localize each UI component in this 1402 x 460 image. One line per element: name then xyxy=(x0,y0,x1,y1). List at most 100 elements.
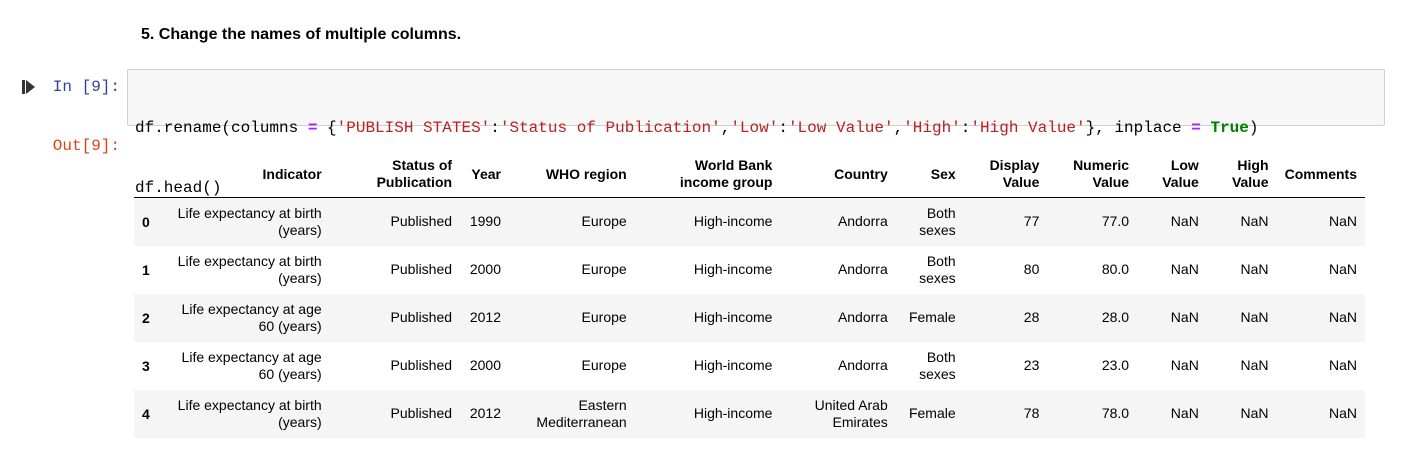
section-heading: 5. Change the names of multiple columns. xyxy=(141,26,462,43)
code-token: 'PUBLISH STATES' xyxy=(336,119,491,137)
cell-indicator: Life expectancy at birth (years) xyxy=(177,204,322,238)
code-token: : xyxy=(778,119,788,137)
code-token: , xyxy=(893,119,904,137)
cell-low-value: NaN xyxy=(1170,213,1199,230)
code-token: 'High' xyxy=(903,119,961,137)
output-prompt: Out[9]: xyxy=(52,137,120,155)
column-header-country: Country xyxy=(780,151,896,198)
cell-year: 1990 xyxy=(469,213,502,230)
column-header-world-bank-income-group: World Bank income group xyxy=(634,151,781,198)
cell-comments: NaN xyxy=(1328,213,1357,230)
cell-year: 2000 xyxy=(469,357,502,373)
cell-sex: Female xyxy=(908,309,956,325)
row-index: 4 xyxy=(142,405,150,422)
table-row: 0 Life expectancy at birth (years) Publi… xyxy=(134,197,1365,246)
column-header-sex: Sex xyxy=(895,151,964,198)
code-token: 'High Value' xyxy=(970,119,1086,137)
table-row: 3 Life expectancy at age 60 (years) Publ… xyxy=(134,342,1365,390)
table-row: 1 Life expectancy at birth (years) Publi… xyxy=(134,246,1365,294)
run-step-icon[interactable] xyxy=(22,79,36,95)
cell-low-value: NaN xyxy=(1170,261,1199,277)
code-token: , xyxy=(720,119,731,137)
cell-numeric-value: 28.0 xyxy=(1101,309,1130,325)
dataframe-output-table: Indicator Status of Publication Year WHO… xyxy=(134,151,1365,438)
cell-income-group: High-income xyxy=(693,357,773,373)
cell-year: 2012 xyxy=(469,405,502,421)
column-header-indicator: Indicator xyxy=(163,151,330,198)
cell-status-of-publication: Published xyxy=(390,213,453,230)
code-token: 'Low' xyxy=(730,119,779,137)
cell-indicator: Life expectancy at age 60 (years) xyxy=(181,300,322,334)
cell-display-value: 78 xyxy=(1023,405,1040,421)
cell-high-value: NaN xyxy=(1240,357,1269,373)
cell-status-of-publication: Published xyxy=(390,405,453,421)
cell-country: Andorra xyxy=(837,357,888,373)
cell-status-of-publication: Published xyxy=(390,261,453,277)
code-token: { xyxy=(317,119,337,137)
cell-country: Andorra xyxy=(837,309,888,325)
cell-status-of-publication: Published xyxy=(390,309,453,325)
cell-indicator: Life expectancy at birth (years) xyxy=(177,396,322,430)
cell-year: 2012 xyxy=(469,309,502,325)
cell-high-value: NaN xyxy=(1240,261,1269,277)
table-header-row: Indicator Status of Publication Year WHO… xyxy=(134,151,1365,198)
cell-low-value: NaN xyxy=(1170,357,1199,373)
cell-country: United Arab Emirates xyxy=(814,396,888,430)
code-token: ) xyxy=(1248,119,1259,137)
cell-numeric-value: 78.0 xyxy=(1101,405,1130,421)
cell-display-value: 23 xyxy=(1023,357,1040,373)
cell-sex: Both sexes xyxy=(919,348,956,382)
cell-income-group: High-income xyxy=(693,213,773,230)
cell-comments: NaN xyxy=(1328,357,1357,373)
cell-income-group: High-income xyxy=(693,261,773,277)
column-header-high-value: High Value xyxy=(1206,151,1277,198)
input-prompt: In [9]: xyxy=(52,78,120,96)
code-token: df.rename(columns xyxy=(135,119,308,137)
cell-who-region: Eastern Mediterranean xyxy=(536,396,627,430)
cell-low-value: NaN xyxy=(1170,405,1199,421)
code-line-1: df.rename(columns = {'PUBLISH STATES':'S… xyxy=(135,118,1384,138)
cell-who-region: Europe xyxy=(581,261,627,277)
code-token: : xyxy=(960,119,971,137)
column-header-who-region: WHO region xyxy=(509,151,635,198)
column-header-numeric-value: Numeric Value xyxy=(1047,151,1138,198)
code-token: 'Status of Publication' xyxy=(499,119,721,137)
cell-indicator: Life expectancy at age 60 (years) xyxy=(181,348,322,382)
row-index: 3 xyxy=(142,357,150,374)
cell-sex: Both sexes xyxy=(919,204,956,238)
code-token: = xyxy=(307,119,318,137)
table-row: 2 Life expectancy at age 60 (years) Publ… xyxy=(134,293,1365,342)
column-header-comments: Comments xyxy=(1276,151,1365,198)
cell-status-of-publication: Published xyxy=(390,357,453,373)
column-header-display-value: Display Value xyxy=(963,151,1048,198)
cell-numeric-value: 77.0 xyxy=(1101,213,1130,230)
code-cell-editor[interactable]: df.rename(columns = {'PUBLISH STATES':'S… xyxy=(127,69,1385,197)
row-index: 1 xyxy=(142,261,150,278)
cell-comments: NaN xyxy=(1328,405,1357,421)
row-index: 0 xyxy=(142,213,150,230)
cell-country: Andorra xyxy=(837,213,888,230)
cell-who-region: Europe xyxy=(581,213,627,230)
code-token: True xyxy=(1210,119,1249,137)
code-token: = xyxy=(1191,119,1201,137)
cell-country: Andorra xyxy=(837,261,888,277)
cell-display-value: 77 xyxy=(1023,213,1040,230)
cell-numeric-value: 80.0 xyxy=(1101,261,1130,277)
row-index: 2 xyxy=(142,309,150,326)
cell-sex: Female xyxy=(908,405,956,421)
cell-low-value: NaN xyxy=(1170,309,1199,325)
cell-numeric-value: 23.0 xyxy=(1101,357,1130,373)
column-header-index xyxy=(134,151,164,198)
cell-sex: Both sexes xyxy=(919,252,956,286)
cell-indicator: Life expectancy at birth (years) xyxy=(177,252,322,286)
cell-who-region: Europe xyxy=(581,357,627,373)
cell-high-value: NaN xyxy=(1240,309,1269,325)
code-token: : xyxy=(490,119,500,137)
cell-high-value: NaN xyxy=(1240,213,1269,230)
table-row: 4 Life expectancy at birth (years) Publi… xyxy=(134,389,1365,438)
cell-comments: NaN xyxy=(1328,261,1357,277)
code-token: }, inplace xyxy=(1085,119,1192,137)
column-header-low-value: Low Value xyxy=(1137,151,1207,198)
column-header-status-of-publication: Status of Publication xyxy=(329,151,461,198)
cell-income-group: High-income xyxy=(693,405,773,421)
